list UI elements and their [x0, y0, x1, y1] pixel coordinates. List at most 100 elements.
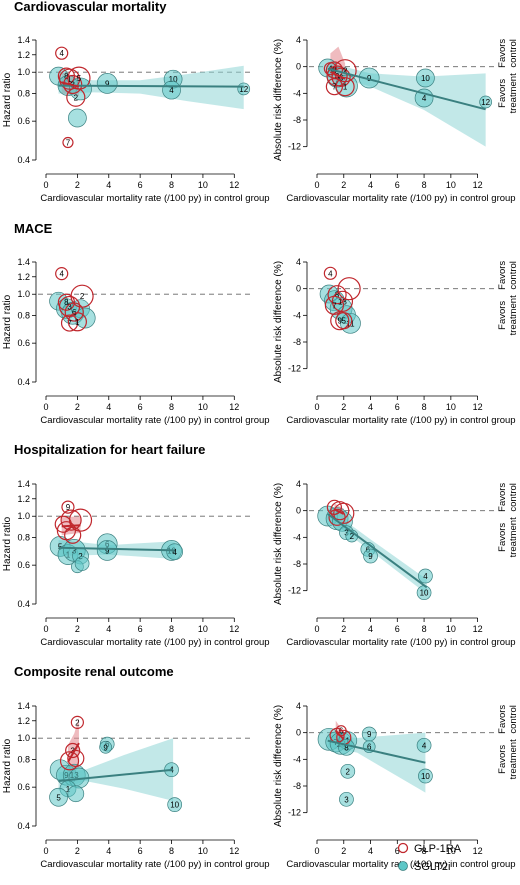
sglt2i-point — [339, 791, 354, 807]
y-tick-label: -4 — [293, 88, 301, 98]
y-tick-label: 1.4 — [17, 479, 30, 489]
x-tick-label: 10 — [446, 624, 456, 634]
point-label: 7 — [67, 319, 72, 328]
legend-sglt-label: SGLT2i — [414, 861, 450, 873]
point-label: 1 — [67, 75, 72, 84]
x-tick-label: 6 — [138, 402, 143, 412]
x-tick-label: 2 — [75, 624, 80, 634]
point-label: 4 — [328, 269, 333, 278]
glp1ra-point — [70, 715, 84, 729]
sglt2i-point — [416, 737, 432, 753]
y-tick-label: 0 — [296, 62, 301, 72]
point-label: 9 — [66, 503, 71, 512]
favors-control-line2: control — [508, 261, 519, 290]
y-tick-label: 0 — [296, 506, 301, 516]
point-label: 6 — [72, 308, 77, 317]
legend-glp-marker — [397, 842, 409, 854]
x-tick-label: 12 — [229, 846, 239, 856]
point-label: 8 — [64, 298, 69, 307]
x-tick-label: 8 — [422, 180, 427, 190]
x-tick-label: 6 — [395, 624, 400, 634]
x-tick-label: 2 — [341, 846, 346, 856]
y-tick-label: -8 — [293, 337, 301, 347]
x-tick-label: 0 — [43, 180, 48, 190]
x-tick-label: 12 — [473, 402, 483, 412]
x-tick-label: 8 — [422, 846, 427, 856]
chart-hhf-ard: 4 0 -4 -8 -12 Absolute risk difference (%) 0 2 4… — [273, 479, 519, 648]
glp1ra-point — [54, 515, 72, 533]
y-tick-label: 0.6 — [17, 782, 30, 792]
point-label: 3 — [344, 795, 349, 804]
chart-title: MACE — [14, 221, 53, 236]
confidence-band — [58, 738, 174, 801]
x-tick-label: 2 — [75, 402, 80, 412]
x-tick-label: 8 — [169, 846, 174, 856]
point-label: 3 — [335, 72, 340, 81]
x-tick-label: 12 — [229, 180, 239, 190]
y-tick-label: 0.6 — [17, 116, 30, 126]
sglt2i-point — [414, 88, 434, 108]
glp1ra-point — [66, 87, 86, 107]
x-tick-label: 10 — [198, 402, 208, 412]
point-label: 2 — [343, 67, 348, 76]
x-tick-label: 0 — [314, 846, 319, 856]
x-tick-label: 8 — [169, 180, 174, 190]
x-tick-label: 4 — [368, 846, 373, 856]
glp1ra-point — [55, 46, 69, 60]
glp1ra-point — [70, 284, 94, 308]
y-tick-label: 0.4 — [17, 821, 30, 831]
legend-glp-label: GLP-1RA — [414, 843, 462, 855]
point-label: 2 — [346, 767, 351, 776]
x-tick-label: 10 — [198, 846, 208, 856]
x-tick-label: 2 — [341, 624, 346, 634]
favors-treatment-line2: treatment — [508, 73, 519, 113]
y-tick-label: 0.8 — [17, 755, 30, 765]
chart-renal-hr: Composite renal outcome 0.4 0.6 0.8 1.0 1.2 1.… — [2, 664, 270, 870]
x-tick-label: 2 — [75, 846, 80, 856]
y-tick-label: 1.4 — [17, 257, 30, 267]
y-tick-label: 4 — [296, 479, 301, 489]
y-tick-label: 0.4 — [17, 377, 30, 387]
y-tick-label: -8 — [293, 559, 301, 569]
y-tick-label: -8 — [293, 115, 301, 125]
x-axis-label: Cardiovascular mortality rate (/100 py) … — [40, 415, 269, 426]
regression-line — [58, 768, 174, 782]
glp1ra-point — [60, 314, 79, 332]
point-label: 1 — [75, 318, 80, 327]
glp1ra-point — [330, 311, 350, 331]
glp1ra-point — [63, 74, 83, 95]
regression-line — [335, 729, 345, 741]
sglt2i-point — [340, 763, 356, 779]
x-tick-label: 12 — [473, 624, 483, 634]
sglt2i-point — [418, 568, 433, 584]
point-label: 4 — [422, 94, 427, 103]
chart-mace-ard: 4 0 -4 -8 -12 Absolute risk difference (%) 0 2 4… — [273, 257, 519, 426]
y-axis-label: Absolute risk difference (%) — [273, 705, 284, 827]
point-label: 10 — [169, 75, 178, 84]
glp1ra-point — [333, 502, 355, 524]
point-label: 8 — [344, 743, 349, 752]
x-tick-label: 2 — [341, 180, 346, 190]
x-tick-label: 4 — [368, 624, 373, 634]
glp1ra-point — [323, 266, 337, 280]
y-tick-label: 0 — [296, 284, 301, 294]
y-tick-label: 1.2 — [17, 272, 30, 282]
x-axis-label: Cardiovascular mortality rate (/100 py) … — [40, 637, 269, 648]
y-tick-label: 4 — [296, 701, 301, 711]
point-label: 2 — [74, 93, 79, 102]
x-tick-label: 4 — [106, 846, 111, 856]
y-tick-label: -4 — [293, 532, 301, 542]
favors-treatment-line2: treatment — [508, 517, 519, 557]
favors-control-line1: Favors — [497, 483, 508, 512]
x-axis-label: Cardiovascular mortality rate (/100 py) … — [40, 859, 269, 870]
favors-control-line2: control — [508, 483, 519, 512]
x-tick-label: 2 — [341, 402, 346, 412]
favors-control-line1: Favors — [497, 705, 508, 734]
glp1ra-point — [327, 285, 347, 305]
glp1ra-point — [68, 508, 93, 532]
point-label: 4 — [169, 86, 174, 95]
sglt2i-point — [167, 797, 183, 812]
point-label: 10 — [420, 589, 429, 598]
x-axis-label: Cardiovascular mortality rate (/100 py) … — [286, 637, 515, 648]
